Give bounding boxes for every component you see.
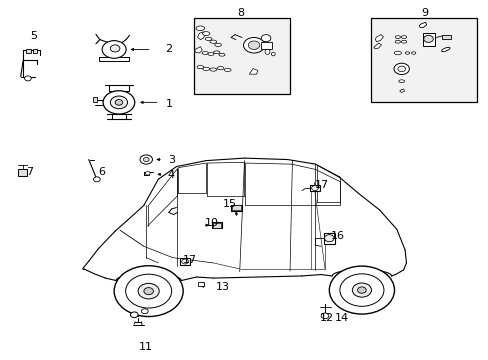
Circle shape [423,35,432,42]
Text: 16: 16 [330,231,344,241]
Ellipse shape [393,51,401,55]
Polygon shape [197,32,205,40]
Circle shape [143,288,153,294]
Circle shape [261,35,270,42]
Bar [422,33,434,46]
Circle shape [393,63,408,75]
Text: 4: 4 [167,170,175,180]
Circle shape [324,235,333,242]
Bar [92,98,97,102]
Ellipse shape [224,68,231,72]
Text: 3: 3 [167,154,175,165]
Circle shape [141,309,148,314]
Circle shape [328,266,394,314]
Bar [232,206,240,210]
Bar [441,35,449,39]
Text: 14: 14 [334,313,348,323]
Circle shape [243,37,264,53]
Circle shape [339,274,383,306]
Text: 11: 11 [139,342,153,351]
Bar [33,49,38,53]
Polygon shape [375,35,383,42]
Text: 10: 10 [205,218,219,228]
Polygon shape [373,43,381,49]
Ellipse shape [209,68,216,71]
Ellipse shape [217,67,224,70]
Bar [212,223,221,228]
Text: 12: 12 [319,313,333,323]
Circle shape [143,157,149,162]
Ellipse shape [394,36,400,39]
Text: 8: 8 [237,9,244,18]
Bar [371,18,476,102]
Text: 5: 5 [30,31,37,41]
Circle shape [114,266,183,316]
Ellipse shape [214,43,221,46]
Ellipse shape [405,52,409,54]
Bar [18,169,27,176]
Circle shape [24,76,31,81]
Text: 17: 17 [183,256,197,265]
Bar [180,258,190,265]
Circle shape [397,66,405,72]
Circle shape [351,283,371,297]
Bar [261,42,271,49]
Text: 9: 9 [421,9,428,18]
Circle shape [125,274,171,308]
Text: 13: 13 [215,282,229,292]
Ellipse shape [207,53,214,55]
Circle shape [182,259,188,264]
Circle shape [103,91,135,114]
Ellipse shape [203,67,209,71]
Ellipse shape [398,80,404,83]
Circle shape [130,312,138,318]
Text: 7: 7 [26,167,33,176]
Circle shape [138,283,159,299]
Ellipse shape [411,52,415,54]
Bar [197,282,204,286]
Bar [323,233,334,243]
Text: 1: 1 [165,99,172,109]
Text: 2: 2 [165,45,172,54]
Polygon shape [249,68,257,74]
Text: 15: 15 [223,199,237,209]
Circle shape [357,287,366,293]
Circle shape [145,171,150,175]
Ellipse shape [202,51,208,54]
Text: 17: 17 [314,180,328,190]
Circle shape [140,155,152,164]
Ellipse shape [197,66,203,69]
Ellipse shape [401,36,406,39]
Ellipse shape [213,51,220,54]
Bar [194,18,289,94]
Circle shape [110,96,127,109]
Circle shape [321,313,328,319]
Polygon shape [399,89,404,93]
Ellipse shape [271,52,275,56]
Text: 6: 6 [98,167,105,176]
Circle shape [110,45,120,52]
Polygon shape [194,47,202,53]
Ellipse shape [219,53,224,56]
Bar [309,185,320,191]
Ellipse shape [401,40,406,43]
Ellipse shape [441,47,449,51]
Circle shape [115,100,122,105]
Circle shape [248,41,259,49]
Ellipse shape [202,32,209,36]
Bar [211,222,222,228]
Circle shape [311,186,318,190]
Ellipse shape [205,37,211,40]
Circle shape [93,177,100,182]
Bar [26,49,31,53]
Polygon shape [419,22,426,28]
Bar [231,205,241,211]
Ellipse shape [209,40,216,43]
Ellipse shape [264,49,269,54]
Circle shape [102,41,126,58]
Ellipse shape [196,26,204,31]
Ellipse shape [394,40,400,43]
